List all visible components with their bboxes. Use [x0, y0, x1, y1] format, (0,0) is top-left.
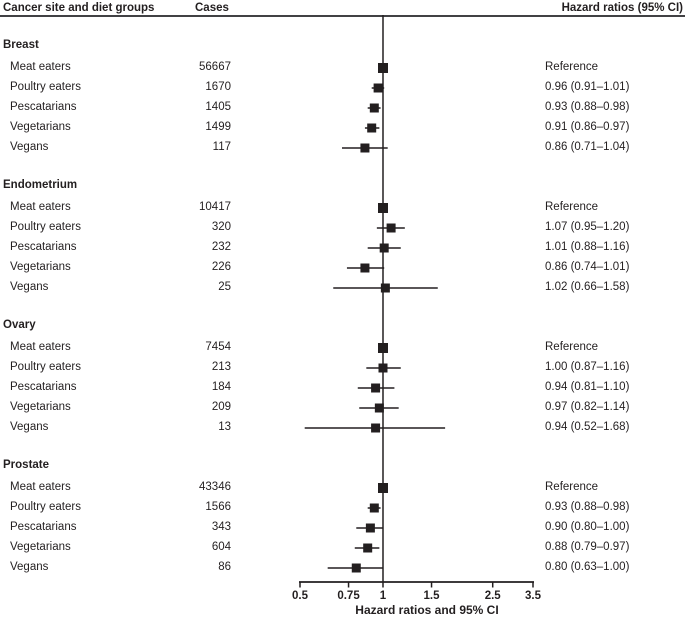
diet-label: Meat eaters [10, 201, 71, 213]
hr-text: Reference [545, 201, 599, 213]
diet-label: Meat eaters [10, 341, 71, 353]
hr-marker [377, 203, 388, 213]
cases-value: 1405 [205, 101, 231, 113]
hr-marker [371, 383, 381, 393]
hr-text: 1.07 (0.95–1.20) [545, 221, 630, 233]
cases-value: 25 [218, 281, 231, 293]
column-header-site: Cancer site and diet groups [3, 2, 155, 14]
diet-label: Vegetarians [10, 401, 71, 413]
hr-text: Reference [545, 61, 599, 73]
cases-value: 117 [212, 141, 231, 153]
group-label: Prostate [3, 459, 50, 471]
x-tick-label: 0.75 [337, 590, 360, 602]
x-tick-label: 0.5 [292, 590, 308, 602]
diet-label: Vegans [10, 281, 49, 293]
diet-label: Pescatarians [10, 381, 77, 393]
hr-text: 0.96 (0.91–1.01) [545, 81, 630, 93]
hr-text: 0.93 (0.88–0.98) [545, 501, 630, 513]
hr-text: 0.88 (0.79–0.97) [545, 541, 630, 553]
hr-marker [377, 63, 388, 73]
diet-label: Vegans [10, 561, 49, 573]
hr-text: 0.90 (0.80–1.00) [545, 521, 630, 533]
hr-marker [380, 283, 390, 293]
cases-value: 320 [211, 221, 231, 233]
hr-marker [377, 483, 388, 493]
hr-text: 0.93 (0.88–0.98) [545, 101, 630, 113]
cases-value: 213 [211, 361, 231, 373]
cases-value: 86 [218, 561, 231, 573]
diet-label: Pescatarians [10, 241, 77, 253]
diet-label: Poultry eaters [10, 361, 81, 373]
hr-marker [369, 103, 379, 113]
hr-text: 1.00 (0.87–1.16) [545, 361, 630, 373]
column-header-hazard-ratios: Hazard ratios (95% CI) [561, 2, 683, 14]
cases-value: 604 [211, 541, 231, 553]
hr-marker [386, 223, 396, 233]
hr-marker [378, 363, 388, 373]
cases-value: 1670 [205, 81, 231, 93]
cases-value: 13 [218, 421, 231, 433]
diet-label: Meat eaters [10, 481, 71, 493]
cases-value: 56667 [199, 61, 231, 73]
hr-marker [363, 543, 373, 553]
group-label: Endometrium [3, 179, 78, 191]
column-header-cases: Cases [195, 2, 229, 14]
hr-text: 0.91 (0.86–0.97) [545, 121, 630, 133]
diet-label: Poultry eaters [10, 501, 81, 513]
hr-text: 0.86 (0.71–1.04) [545, 141, 630, 153]
hr-marker [360, 263, 370, 273]
cases-value: 209 [211, 401, 231, 413]
x-tick-label: 3.5 [525, 590, 541, 602]
diet-label: Poultry eaters [10, 221, 81, 233]
diet-label: Vegetarians [10, 121, 71, 133]
diet-label: Vegans [10, 421, 49, 433]
hr-marker [367, 123, 377, 133]
group-label: Breast [3, 39, 39, 51]
hr-text: 1.02 (0.66–1.58) [545, 281, 630, 293]
cases-value: 232 [211, 241, 231, 253]
hr-marker [371, 423, 381, 433]
group-label: Ovary [3, 319, 36, 331]
diet-label: Pescatarians [10, 101, 77, 113]
header-rule [0, 15, 685, 17]
hr-text: 0.86 (0.74–1.01) [545, 261, 630, 273]
cases-value: 1499 [205, 121, 231, 133]
cases-value: 1566 [205, 501, 231, 513]
hr-marker [377, 343, 388, 353]
cases-value: 43346 [199, 481, 231, 493]
x-tick-label: 1 [379, 590, 387, 602]
cases-value: 10417 [199, 201, 231, 213]
diet-label: Meat eaters [10, 61, 71, 73]
hr-text: Reference [545, 341, 599, 353]
diet-label: Vegetarians [10, 261, 71, 273]
hr-marker [365, 523, 375, 533]
hr-text: 0.94 (0.52–1.68) [545, 421, 630, 433]
cases-value: 343 [211, 521, 231, 533]
hr-text: Reference [545, 481, 599, 493]
hr-text: 0.97 (0.82–1.14) [545, 401, 630, 413]
diet-label: Poultry eaters [10, 81, 81, 93]
hr-marker [360, 143, 370, 153]
cases-value: 184 [211, 381, 231, 393]
diet-label: Vegetarians [10, 541, 71, 553]
hr-marker [369, 503, 379, 513]
hr-text: 1.01 (0.88–1.16) [545, 241, 630, 253]
hr-marker [373, 83, 383, 93]
hr-text: 0.94 (0.81–1.10) [545, 381, 630, 393]
hr-marker [351, 563, 361, 573]
hr-marker [379, 243, 389, 253]
x-tick-label: 2.5 [484, 590, 501, 602]
x-axis-title: Hazard ratios and 95% CI [355, 603, 499, 617]
hr-text: 0.80 (0.63–1.00) [545, 561, 630, 573]
cases-value: 226 [211, 261, 231, 273]
diet-label: Vegans [10, 141, 49, 153]
hr-marker [374, 403, 384, 413]
cases-value: 7454 [205, 341, 231, 353]
diet-label: Pescatarians [10, 521, 77, 533]
x-tick-label: 1.5 [423, 590, 440, 602]
